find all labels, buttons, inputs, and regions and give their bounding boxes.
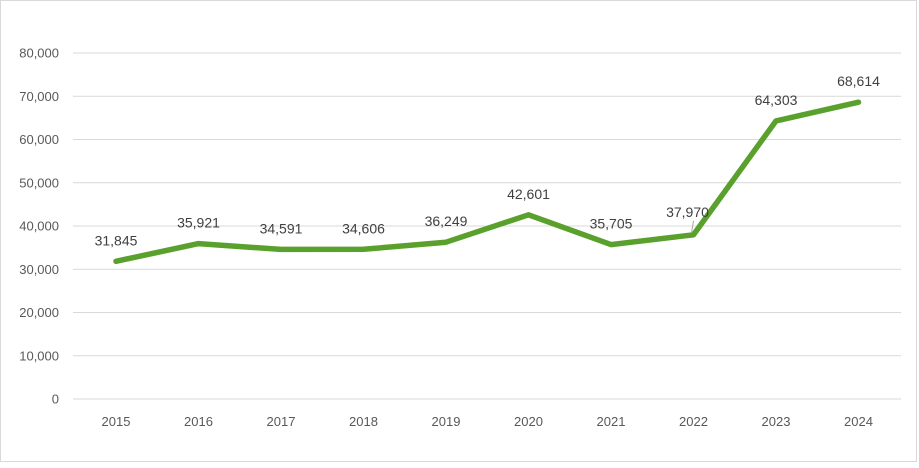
data-label: 35,705	[590, 216, 633, 232]
data-label: 68,614	[837, 73, 880, 89]
x-tick-label: 2016	[184, 414, 213, 429]
x-tick-label: 2022	[679, 414, 708, 429]
x-tick-label: 2015	[102, 414, 131, 429]
y-tick-label: 40,000	[19, 219, 59, 234]
x-tick-label: 2021	[597, 414, 626, 429]
x-tick-label: 2018	[349, 414, 378, 429]
data-label: 35,921	[177, 215, 220, 231]
x-tick-label: 2023	[762, 414, 791, 429]
x-axis-tick-labels: 2015 2016 2017 2018 2019 2020 2021 2022 2023 2024	[102, 414, 873, 429]
y-tick-label: 60,000	[19, 132, 59, 147]
x-tick-label: 2017	[267, 414, 296, 429]
x-tick-label: 2020	[514, 414, 543, 429]
x-tick-label: 2019	[432, 414, 461, 429]
y-axis-tick-labels: 0 10,000 20,000 30,000 40,000 50,000 60,000 70,…	[19, 46, 59, 407]
leader-lines	[691, 220, 694, 233]
y-tick-label: 20,000	[19, 305, 59, 320]
leader-line	[691, 220, 694, 233]
data-labels: 31,845 35,921 34,591 34,606 36,249 42,601 35,7…	[95, 73, 881, 248]
series-line	[113, 99, 862, 265]
x-tick-label: 2024	[844, 414, 873, 429]
y-tick-label: 70,000	[19, 89, 59, 104]
y-tick-label: 10,000	[19, 348, 59, 363]
data-label: 64,303	[755, 92, 798, 108]
data-label: 37,970	[666, 204, 709, 220]
data-label: 42,601	[507, 186, 550, 202]
y-tick-label: 0	[52, 392, 59, 407]
y-tick-label: 80,000	[19, 46, 59, 61]
series-line-layer	[113, 99, 862, 265]
data-label: 34,591	[260, 220, 303, 236]
data-label: 34,606	[342, 220, 385, 236]
y-tick-label: 30,000	[19, 262, 59, 277]
y-tick-label: 50,000	[19, 175, 59, 190]
data-label: 36,249	[425, 213, 468, 229]
data-label: 31,845	[95, 232, 138, 248]
